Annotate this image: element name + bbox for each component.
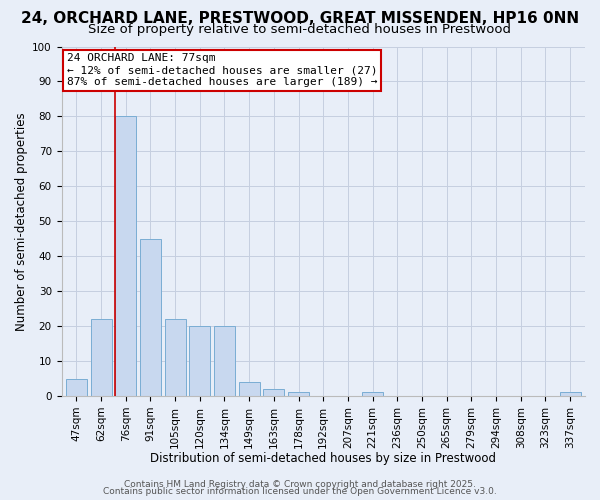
Bar	[91, 319, 112, 396]
Bar	[560, 392, 581, 396]
Bar	[66, 378, 87, 396]
Text: Contains public sector information licensed under the Open Government Licence v3: Contains public sector information licen…	[103, 487, 497, 496]
Bar	[362, 392, 383, 396]
X-axis label: Distribution of semi-detached houses by size in Prestwood: Distribution of semi-detached houses by …	[150, 452, 496, 465]
Bar	[189, 326, 210, 396]
Text: 24 ORCHARD LANE: 77sqm
← 12% of semi-detached houses are smaller (27)
87% of sem: 24 ORCHARD LANE: 77sqm ← 12% of semi-det…	[67, 54, 377, 86]
Bar	[263, 389, 284, 396]
Text: Size of property relative to semi-detached houses in Prestwood: Size of property relative to semi-detach…	[89, 22, 511, 36]
Bar	[214, 326, 235, 396]
Bar	[115, 116, 136, 396]
Y-axis label: Number of semi-detached properties: Number of semi-detached properties	[15, 112, 28, 330]
Bar	[164, 319, 185, 396]
Bar	[239, 382, 260, 396]
Bar	[140, 238, 161, 396]
Bar	[288, 392, 309, 396]
Text: 24, ORCHARD LANE, PRESTWOOD, GREAT MISSENDEN, HP16 0NN: 24, ORCHARD LANE, PRESTWOOD, GREAT MISSE…	[21, 11, 579, 26]
Text: Contains HM Land Registry data © Crown copyright and database right 2025.: Contains HM Land Registry data © Crown c…	[124, 480, 476, 489]
